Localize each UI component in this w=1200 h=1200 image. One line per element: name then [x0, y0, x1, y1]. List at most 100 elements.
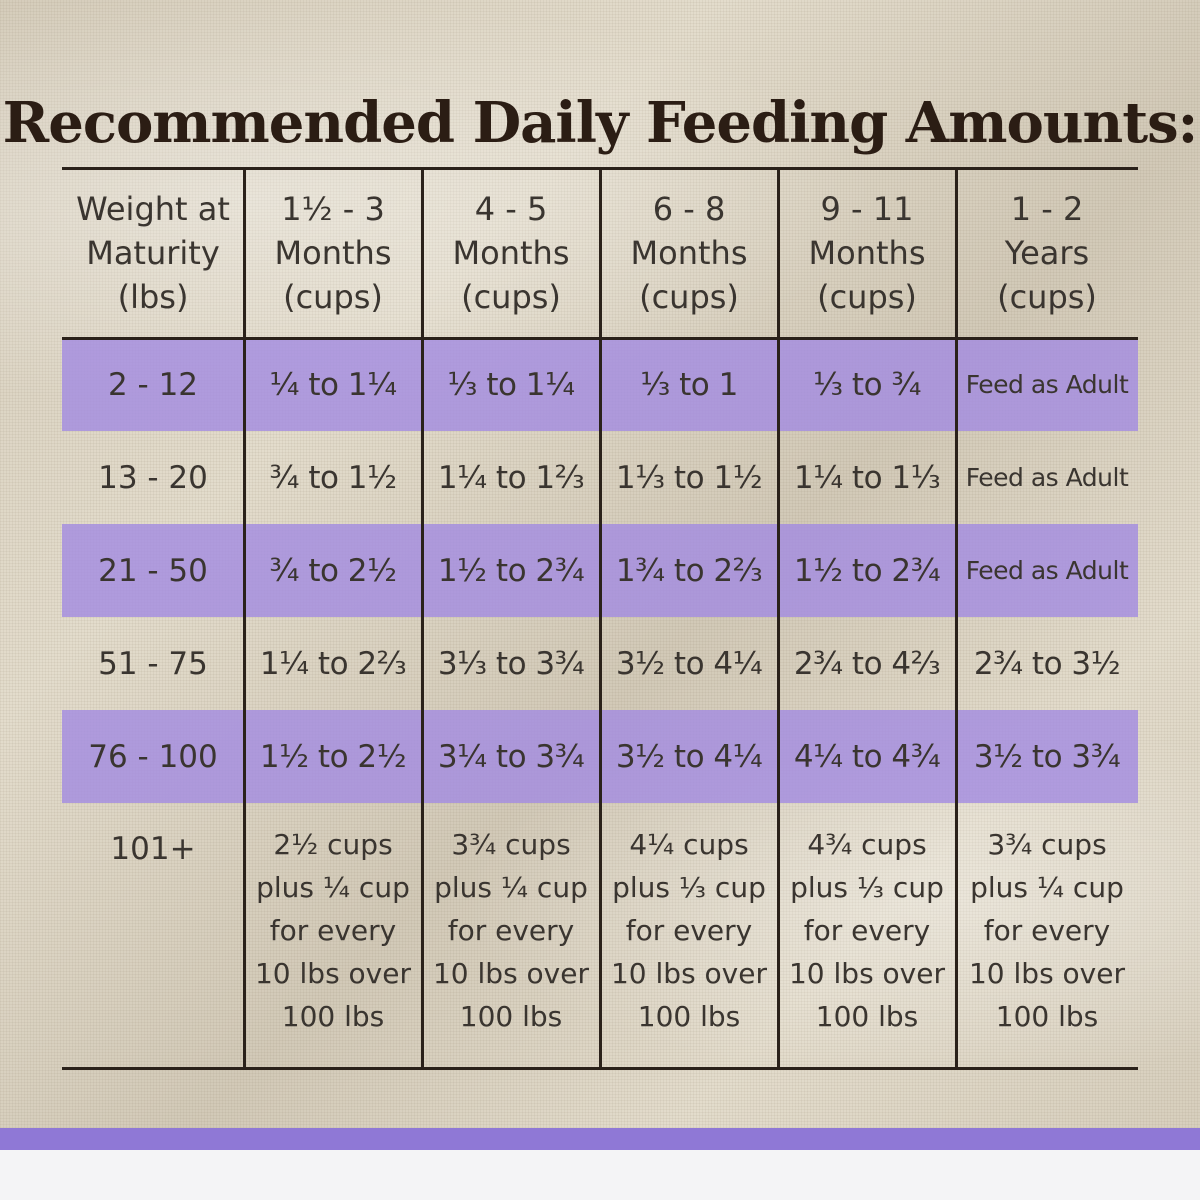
- header-age-4: 9 - 11 Months (cups): [778, 176, 956, 330]
- header-text: 4 - 5 Months (cups): [453, 187, 570, 319]
- amount-line: 10 lbs over: [610, 957, 767, 990]
- header-weight: Weight at Maturity (lbs): [62, 176, 244, 330]
- header-line: Years: [1004, 234, 1090, 272]
- header-line: Maturity: [86, 234, 220, 272]
- amount-line: plus ⅓ cup: [612, 871, 766, 904]
- amount-cell: 1½ to 2¾: [437, 552, 585, 589]
- amount-line: 10 lbs over: [968, 957, 1125, 990]
- header-line: 4 - 5: [474, 190, 548, 228]
- table-bottom-rule: [62, 1067, 1138, 1070]
- accent-bar: [0, 1128, 1200, 1150]
- amount-line: 10 lbs over: [254, 957, 411, 990]
- column-divider: [777, 168, 780, 1068]
- amount-cell: 3⅓ to 3¾: [437, 645, 585, 682]
- column-divider: [243, 168, 246, 1068]
- amount-text: 3¾ cups plus ¼ cup for every 10 lbs over 100…: [433, 823, 589, 1038]
- header-text: 1 - 2 Years (cups): [997, 187, 1097, 319]
- weight-cell: 2 - 12: [107, 366, 199, 403]
- amount-cell: 4¼ to 4¾: [793, 738, 941, 775]
- amount-cell: 4¾ cups plus ⅓ cup for every 10 lbs over 100…: [778, 803, 956, 1068]
- header-line: (cups): [997, 278, 1097, 316]
- amount-cell: 1¼ to 1⅓: [793, 459, 941, 496]
- header-line: (cups): [461, 278, 561, 316]
- amount-cell: ¾ to 2½: [269, 552, 397, 589]
- amount-cell: 2½ cups plus ¼ cup for every 10 lbs over 100…: [244, 803, 422, 1068]
- amount-cell: 1½ to 2¾: [793, 552, 941, 589]
- amount-cell: ⅓ to 1¼: [447, 366, 575, 403]
- header-line: 1 - 2: [1010, 190, 1084, 228]
- weight-cell: 101+: [110, 831, 196, 867]
- amount-line: plus ⅓ cup: [790, 871, 944, 904]
- amount-line: 10 lbs over: [432, 957, 589, 990]
- header-line: 1½ - 3: [281, 190, 385, 228]
- amount-line: 3¾ cups: [987, 828, 1107, 861]
- amount-line: 100 lbs: [637, 1000, 741, 1033]
- amount-cell: 3¾ cups plus ¼ cup for every 10 lbs over 100…: [422, 803, 600, 1068]
- header-age-3: 6 - 8 Months (cups): [600, 176, 778, 330]
- amount-text: 2½ cups plus ¼ cup for every 10 lbs over 100…: [255, 823, 411, 1038]
- amount-line: 100 lbs: [281, 1000, 385, 1033]
- amount-line: plus ¼ cup: [256, 871, 410, 904]
- amount-line: 2½ cups: [273, 828, 393, 861]
- header-line: Months: [808, 234, 926, 272]
- amount-cell: 1⅓ to 1½: [615, 459, 763, 496]
- amount-cell: 4¼ cups plus ⅓ cup for every 10 lbs over 100…: [600, 803, 778, 1068]
- amount-cell: ⅓ to 1: [640, 366, 738, 403]
- amount-cell: 1¼ to 1⅔: [437, 459, 585, 496]
- amount-line: for every: [447, 914, 575, 947]
- column-divider: [599, 168, 602, 1068]
- amount-text: 4¾ cups plus ⅓ cup for every 10 lbs over 100…: [789, 823, 945, 1038]
- amount-cell: 1½ to 2½: [259, 738, 407, 775]
- footer-strip: [0, 1150, 1200, 1200]
- amount-cell: ¾ to 1½: [269, 459, 397, 496]
- amount-cell: 3½ to 4¼: [615, 738, 763, 775]
- amount-cell: 1¾ to 2⅔: [615, 552, 763, 589]
- column-divider: [955, 168, 958, 1068]
- amount-cell: 3½ to 3¾: [973, 738, 1121, 775]
- header-line: 6 - 8: [652, 190, 726, 228]
- header-line: (cups): [817, 278, 917, 316]
- column-divider: [421, 168, 424, 1068]
- amount-cell: 2¾ to 4⅔: [793, 645, 941, 682]
- amount-line: 4¾ cups: [807, 828, 927, 861]
- weight-cell: 13 - 20: [98, 459, 208, 496]
- amount-cell: 3¾ cups plus ¼ cup for every 10 lbs over 100…: [956, 803, 1138, 1068]
- header-text: Weight at Maturity (lbs): [76, 187, 230, 319]
- amount-text: 3¾ cups plus ¼ cup for every 10 lbs over 100…: [969, 823, 1125, 1038]
- weight-cell: 76 - 100: [88, 738, 218, 775]
- amount-line: 10 lbs over: [788, 957, 945, 990]
- amount-line: 3¾ cups: [451, 828, 571, 861]
- amount-line: plus ¼ cup: [434, 871, 588, 904]
- amount-line: for every: [803, 914, 931, 947]
- header-line: (lbs): [117, 278, 189, 316]
- header-line: (cups): [283, 278, 383, 316]
- header-line: Months: [630, 234, 748, 272]
- amount-cell: Feed as Adult: [965, 463, 1129, 492]
- amount-line: for every: [983, 914, 1111, 947]
- amount-line: 100 lbs: [815, 1000, 919, 1033]
- amount-cell: 1¼ to 2⅔: [259, 645, 407, 682]
- header-line: 9 - 11: [820, 190, 914, 228]
- amount-cell: Feed as Adult: [965, 370, 1129, 399]
- amount-line: for every: [625, 914, 753, 947]
- amount-line: 4¼ cups: [629, 828, 749, 861]
- amount-line: plus ¼ cup: [970, 871, 1124, 904]
- weight-cell: 21 - 50: [98, 552, 208, 589]
- header-text: 6 - 8 Months (cups): [631, 187, 748, 319]
- amount-text: 4¼ cups plus ⅓ cup for every 10 lbs over 100…: [611, 823, 767, 1038]
- header-age-2: 4 - 5 Months (cups): [422, 176, 600, 330]
- header-text: 9 - 11 Months (cups): [809, 187, 926, 319]
- amount-line: 100 lbs: [459, 1000, 563, 1033]
- amount-cell: ¼ to 1¼: [269, 366, 397, 403]
- header-line: Weight at: [76, 190, 230, 228]
- header-text: 1½ - 3 Months (cups): [275, 187, 392, 319]
- page-title: Recommended Daily Feeding Amounts:: [2, 89, 1199, 156]
- amount-cell: Feed as Adult: [965, 556, 1129, 585]
- header-age-5: 1 - 2 Years (cups): [956, 176, 1138, 330]
- amount-cell: 3½ to 4¼: [615, 645, 763, 682]
- header-line: (cups): [639, 278, 739, 316]
- weight-cell: 51 - 75: [98, 645, 208, 682]
- amount-cell: ⅓ to ¾: [813, 366, 921, 403]
- amount-cell: 3¼ to 3¾: [437, 738, 585, 775]
- header-line: Months: [452, 234, 570, 272]
